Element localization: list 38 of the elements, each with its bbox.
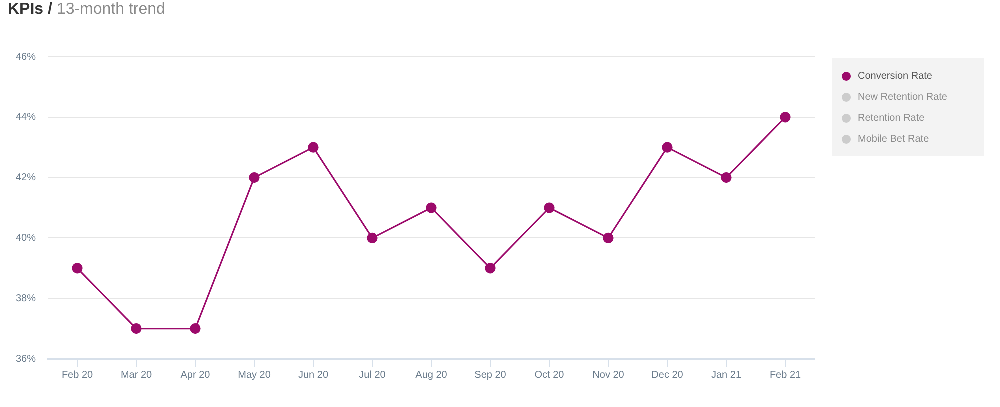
point: [544, 202, 555, 214]
point: [721, 172, 732, 184]
x-tick-label: Nov 20: [592, 370, 625, 381]
x-tick-label: Jan 21: [711, 370, 742, 381]
x-tick-label: Jul 20: [359, 370, 386, 381]
chart-subtitle: 13-month trend: [56, 1, 166, 18]
legend-label: New Retention Rate: [858, 92, 948, 103]
chart-title: KPIs /: [8, 1, 52, 18]
x-tick-label: Mar 20: [120, 370, 152, 381]
point: [72, 263, 83, 274]
y-tick-label: 40%: [16, 232, 36, 244]
point: [308, 142, 319, 153]
x-tick-label: Dec 20: [652, 370, 684, 381]
legend-label: Mobile Bet Rate: [858, 134, 930, 145]
x-tick-label: Oct 20: [534, 370, 565, 381]
y-tick-label: 38%: [16, 293, 36, 304]
legend-label: Retention Rate: [858, 113, 925, 124]
point: [190, 324, 201, 334]
point: [603, 232, 614, 244]
x-tick-label: Feb 21: [770, 370, 802, 381]
point: [426, 202, 437, 214]
x-tick-label: Feb 20: [62, 370, 94, 381]
point: [367, 232, 378, 244]
x-tick-label: May 20: [238, 370, 272, 381]
point: [485, 263, 496, 274]
point: [780, 112, 791, 123]
legend-label: Conversion Rate: [858, 71, 932, 82]
x-tick-label: Aug 20: [416, 370, 448, 381]
y-tick-label: 46%: [16, 52, 36, 63]
x-tick-label: Sep 20: [474, 370, 507, 381]
x-tick-label: Jun 20: [298, 370, 329, 381]
point: [131, 324, 142, 334]
point: [249, 172, 260, 184]
y-tick-label: 36%: [16, 354, 36, 365]
y-tick-label: 42%: [16, 172, 36, 184]
point: [662, 142, 673, 153]
x-tick-label: Apr 20: [180, 370, 211, 381]
y-tick-label: 44%: [16, 112, 36, 124]
